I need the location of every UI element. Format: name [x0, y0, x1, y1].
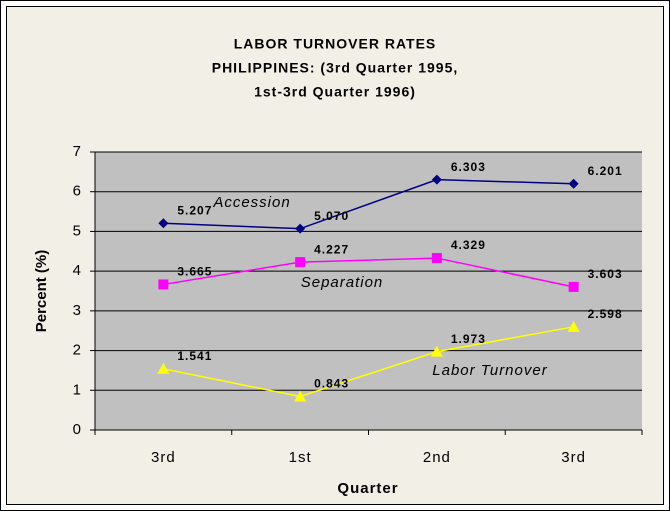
data-label: 4.329 [451, 238, 486, 252]
marker [294, 390, 307, 402]
data-label: 1.541 [177, 349, 212, 363]
x-tick-label: 3rd [561, 449, 586, 466]
data-label: 3.603 [588, 267, 623, 281]
marker [568, 178, 579, 189]
x-tick-label: 2nd [423, 449, 451, 466]
x-tick-label: 1st [289, 449, 312, 466]
data-label: 6.303 [451, 160, 486, 174]
marker [295, 257, 306, 268]
data-label: 4.227 [314, 242, 349, 256]
data-label: 0.843 [314, 377, 349, 391]
y-axis-label: Percent (%) [33, 250, 50, 333]
y-tick-label: 5 [73, 222, 81, 239]
y-tick-label: 1 [73, 381, 81, 398]
series-name: Labor Turnover [432, 362, 547, 379]
data-label: 1.973 [451, 332, 486, 346]
marker [295, 223, 306, 234]
y-tick-label: 7 [73, 143, 81, 160]
marker [158, 279, 169, 290]
series-name: Accession [212, 194, 290, 211]
series-line [163, 326, 574, 398]
series-line [163, 178, 574, 230]
marker [568, 281, 579, 292]
marker [157, 362, 170, 374]
y-tick-label: 6 [73, 183, 81, 200]
marker [567, 320, 580, 332]
marker [431, 174, 442, 185]
y-tick-label: 2 [73, 342, 81, 359]
y-tick-label: 0 [73, 421, 81, 438]
plot-area [95, 152, 642, 430]
chart-title: PHILIPPINES: (3rd Quarter 1995, [212, 60, 459, 76]
series-line [163, 257, 574, 288]
data-label: 5.070 [314, 209, 349, 223]
data-label: 3.665 [177, 265, 212, 279]
chart-title: LABOR TURNOVER RATES [234, 36, 437, 52]
x-tick-label: 3rd [151, 449, 176, 466]
x-axis-label: Quarter [337, 480, 398, 497]
data-label: 5.207 [177, 203, 212, 217]
series-name: Separation [301, 274, 384, 291]
marker [158, 218, 169, 229]
chart-title: 1st-3rd Quarter 1996) [254, 84, 416, 100]
marker [431, 253, 442, 264]
y-tick-label: 3 [73, 302, 81, 319]
marker [430, 345, 443, 357]
data-label: 6.201 [588, 164, 623, 178]
y-tick-label: 4 [73, 262, 81, 279]
data-label: 2.598 [588, 307, 623, 321]
